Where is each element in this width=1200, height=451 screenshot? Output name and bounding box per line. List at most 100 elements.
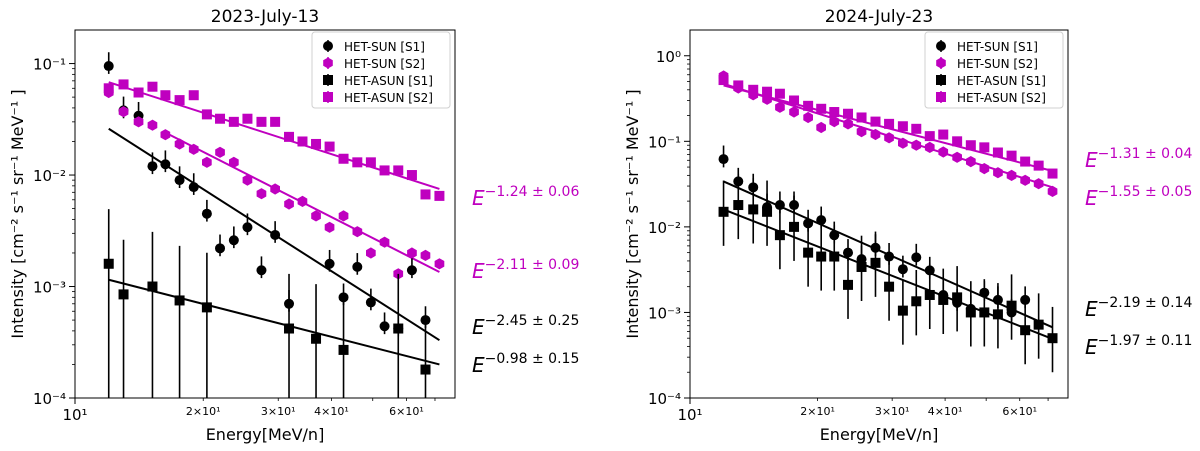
x-tick-label: 10¹ (62, 406, 87, 424)
annotation-exponent: −2.11 ± 0.09 (485, 257, 580, 273)
data-point (897, 305, 908, 316)
data-point (965, 140, 976, 151)
data-point (201, 208, 212, 219)
annotation-exponent: −2.45 ± 0.25 (485, 313, 580, 329)
y-axis-label: Intensity [cm⁻² s⁻¹ sr⁻¹ MeV⁻¹ ] (8, 89, 27, 338)
data-point (311, 138, 322, 149)
chart-panel-2: 2024-July-23 10⁻⁴ 10⁻³ 10⁻² 10⁻¹ 10⁰ 10¹ 2×10¹ 3… (623, 7, 1192, 444)
y-tick-label: 10⁻¹ (648, 133, 681, 151)
data-point (147, 281, 158, 292)
data-point (352, 226, 363, 238)
annotation-base: E (1085, 148, 1098, 172)
data-point (420, 364, 431, 375)
data-point (393, 165, 404, 176)
data-point (911, 123, 922, 134)
data-point (816, 215, 827, 226)
legend-box (924, 31, 1064, 109)
data-point (434, 190, 445, 201)
fit-annotation: E−1.97 ± 0.11 (1085, 333, 1192, 359)
data-point (256, 265, 267, 276)
data-point (133, 116, 144, 128)
data-point (843, 108, 854, 119)
fit-annotation: E−2.19 ± 0.14 (1085, 295, 1192, 321)
data-point (965, 307, 976, 318)
data-point (420, 189, 431, 200)
data-point (174, 295, 185, 306)
annotation-base: E (472, 259, 485, 283)
data-point (118, 106, 129, 118)
data-point (103, 61, 114, 72)
data-point (147, 161, 158, 172)
data-point (297, 136, 308, 147)
data-point (762, 206, 773, 217)
data-point (1033, 160, 1044, 171)
data-point (201, 109, 212, 120)
data-point (938, 294, 949, 305)
data-point (366, 247, 376, 259)
data-point (789, 106, 799, 118)
fit-annotation: E−2.11 ± 0.09 (472, 257, 579, 283)
data-point (1020, 174, 1030, 186)
legend-marker (936, 92, 946, 102)
annotation-base: E (1085, 186, 1098, 210)
data-point (924, 131, 935, 142)
data-point (242, 113, 253, 124)
data-point (256, 188, 267, 200)
legend-label: HET-SUN [S2] (957, 57, 1038, 71)
data-point (379, 236, 390, 248)
data-point (352, 157, 363, 168)
data-point (843, 247, 854, 258)
axes-frame (74, 29, 456, 399)
data-point (242, 174, 253, 186)
x-tick-label: 6×10¹ (389, 405, 424, 418)
legend-label: HET-SUN [S1] (344, 40, 425, 54)
x-tick-label: 10¹ (677, 406, 702, 424)
data-point (174, 175, 185, 186)
y-tick-label: 10⁰ (656, 48, 681, 66)
data-point (911, 296, 922, 307)
annotation-exponent: −1.24 ± 0.06 (485, 184, 580, 200)
x-axis-label: Energy[MeV/n] (206, 425, 325, 444)
data-point (1006, 169, 1017, 181)
data-point (434, 258, 445, 270)
y-axis-label: Intensity [cm⁻² s⁻¹ sr⁻¹ MeV⁻¹ ] (623, 89, 642, 338)
data-point (992, 147, 1003, 158)
data-point (174, 95, 185, 106)
data-point (147, 119, 158, 131)
x-tick-label: 2×10¹ (800, 405, 835, 418)
data-point (748, 84, 759, 95)
data-point (952, 151, 962, 163)
annotation-exponent: −1.31 ± 0.04 (1098, 146, 1193, 162)
data-point (379, 321, 390, 332)
data-point (324, 258, 335, 269)
annotation-exponent: −2.19 ± 0.14 (1098, 295, 1193, 311)
data-point (884, 118, 895, 129)
annotation-exponent: −1.55 ± 0.05 (1098, 184, 1193, 200)
x-axis-label: Energy[MeV/n] (820, 425, 939, 444)
data-point (856, 126, 867, 138)
y-tick-label: 10⁻³ (648, 304, 681, 322)
legend: HET-SUN [S1] HET-SUN [S2] HET-ASUN [S1] HET… (924, 31, 1064, 109)
data-point (147, 81, 158, 92)
data-point (897, 121, 908, 132)
data-point (420, 249, 431, 261)
annotation-base: E (472, 186, 485, 210)
data-point (898, 137, 908, 149)
x-tick-label: 4×10¹ (314, 405, 349, 418)
y-tick-label: 10⁻⁴ (648, 390, 681, 408)
data-point (924, 141, 935, 153)
data-point (870, 257, 881, 268)
data-point (118, 79, 129, 90)
legend-label: HET-ASUN [S2] (344, 91, 433, 105)
data-point (242, 222, 253, 233)
y-tick-label: 10⁻⁴ (33, 390, 66, 408)
fit-annotation: E−2.45 ± 0.25 (472, 313, 579, 339)
data-point (803, 100, 814, 111)
data-point (979, 307, 990, 318)
data-point (133, 87, 144, 98)
data-point (270, 229, 281, 240)
data-point (365, 157, 376, 168)
data-point (789, 221, 800, 232)
data-point (1006, 150, 1017, 161)
data-point (311, 333, 322, 344)
